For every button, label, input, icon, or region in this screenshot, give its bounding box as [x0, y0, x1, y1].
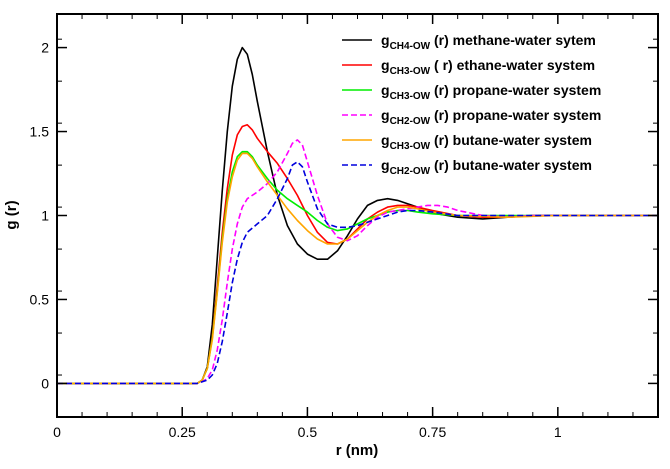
- x-tick-label: 0.5: [298, 424, 318, 440]
- series-line-3: [57, 150, 658, 385]
- legend-label-4: gCH2-OW (r) propane-water system: [381, 107, 601, 127]
- y-tick-label: 0.5: [30, 291, 50, 307]
- legend-label-5: gCH3-OW (r) butane-water system: [381, 132, 592, 152]
- series-line-5: [57, 152, 658, 385]
- y-tick-label: 1.5: [30, 124, 50, 140]
- x-tick-label: 1: [554, 424, 562, 440]
- y-tick-label: 0: [41, 375, 49, 391]
- series-line-4: [57, 139, 658, 385]
- series-line-1: [57, 46, 658, 385]
- y-tick-label: 1: [41, 208, 49, 224]
- ticks-layer: 0 0.25 0.5 0.75 1 0 0.5 1 1.5 2: [30, 14, 659, 440]
- legend: gCH4-OW (r) methane-water sytem gCH3-OW (…: [342, 32, 601, 177]
- series-layer: [57, 46, 658, 385]
- x-tick-label: 0.25: [169, 424, 196, 440]
- x-axis-title: r (nm): [336, 442, 379, 459]
- y-axis-title: g (r): [3, 200, 20, 229]
- y-tick-label: 2: [41, 40, 49, 56]
- series-line-6: [57, 161, 658, 385]
- legend-label-6: gCH2-OW (r) butane-water system: [381, 157, 592, 177]
- x-tick-label: 0.75: [419, 424, 446, 440]
- legend-label-3: gCH3-OW (r) propane-water system: [381, 82, 601, 102]
- legend-label-2: gCH3-OW ( r) ethane-water system: [381, 57, 595, 77]
- legend-label-1: gCH4-OW (r) methane-water sytem: [381, 32, 596, 52]
- x-tick-label: 0: [53, 424, 61, 440]
